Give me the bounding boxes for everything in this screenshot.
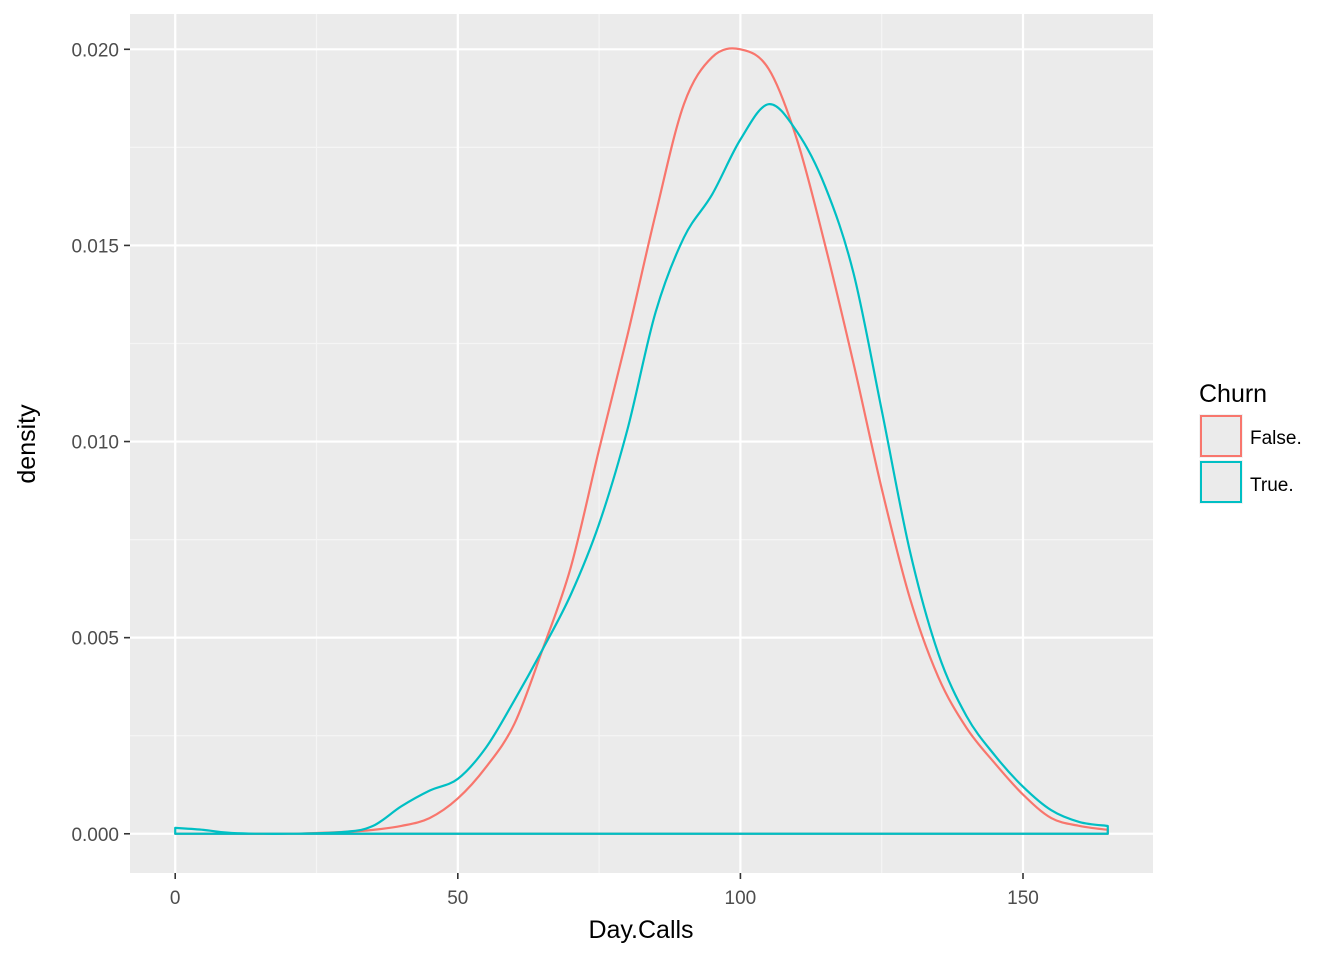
- plot-panel: [130, 14, 1153, 873]
- y-tick-label: 0.010: [71, 433, 119, 454]
- legend-swatch-false: [1200, 415, 1242, 457]
- x-tick-label: 100: [725, 888, 757, 909]
- legend-label-true: True.: [1250, 475, 1294, 496]
- y-axis-title: density: [13, 404, 41, 484]
- y-tick-label: 0.020: [71, 40, 119, 61]
- x-tick-label: 150: [1007, 888, 1039, 909]
- y-tick-label: 0.005: [71, 629, 119, 650]
- density-series-true: [174, 103, 1109, 835]
- legend-label-false: False.: [1250, 428, 1302, 449]
- x-tick-label: 0: [170, 888, 181, 909]
- density-series-false: [174, 47, 1109, 836]
- legend: Churn False. True.: [1199, 380, 1302, 504]
- series-layer: [174, 47, 1109, 836]
- y-tick-label: 0.015: [71, 236, 119, 257]
- x-tick-label: 50: [447, 888, 468, 909]
- axis-ticks: [124, 48, 1024, 879]
- grid-minor: [130, 14, 1153, 873]
- x-axis-title: Day.Calls: [588, 916, 693, 944]
- tick-labels: 0 50 100 150 0.000 0.005 0.010 0.015 0.020: [71, 40, 1038, 909]
- y-tick-label: 0.000: [71, 825, 119, 846]
- legend-swatch-true: [1200, 461, 1242, 503]
- legend-title: Churn: [1199, 380, 1267, 408]
